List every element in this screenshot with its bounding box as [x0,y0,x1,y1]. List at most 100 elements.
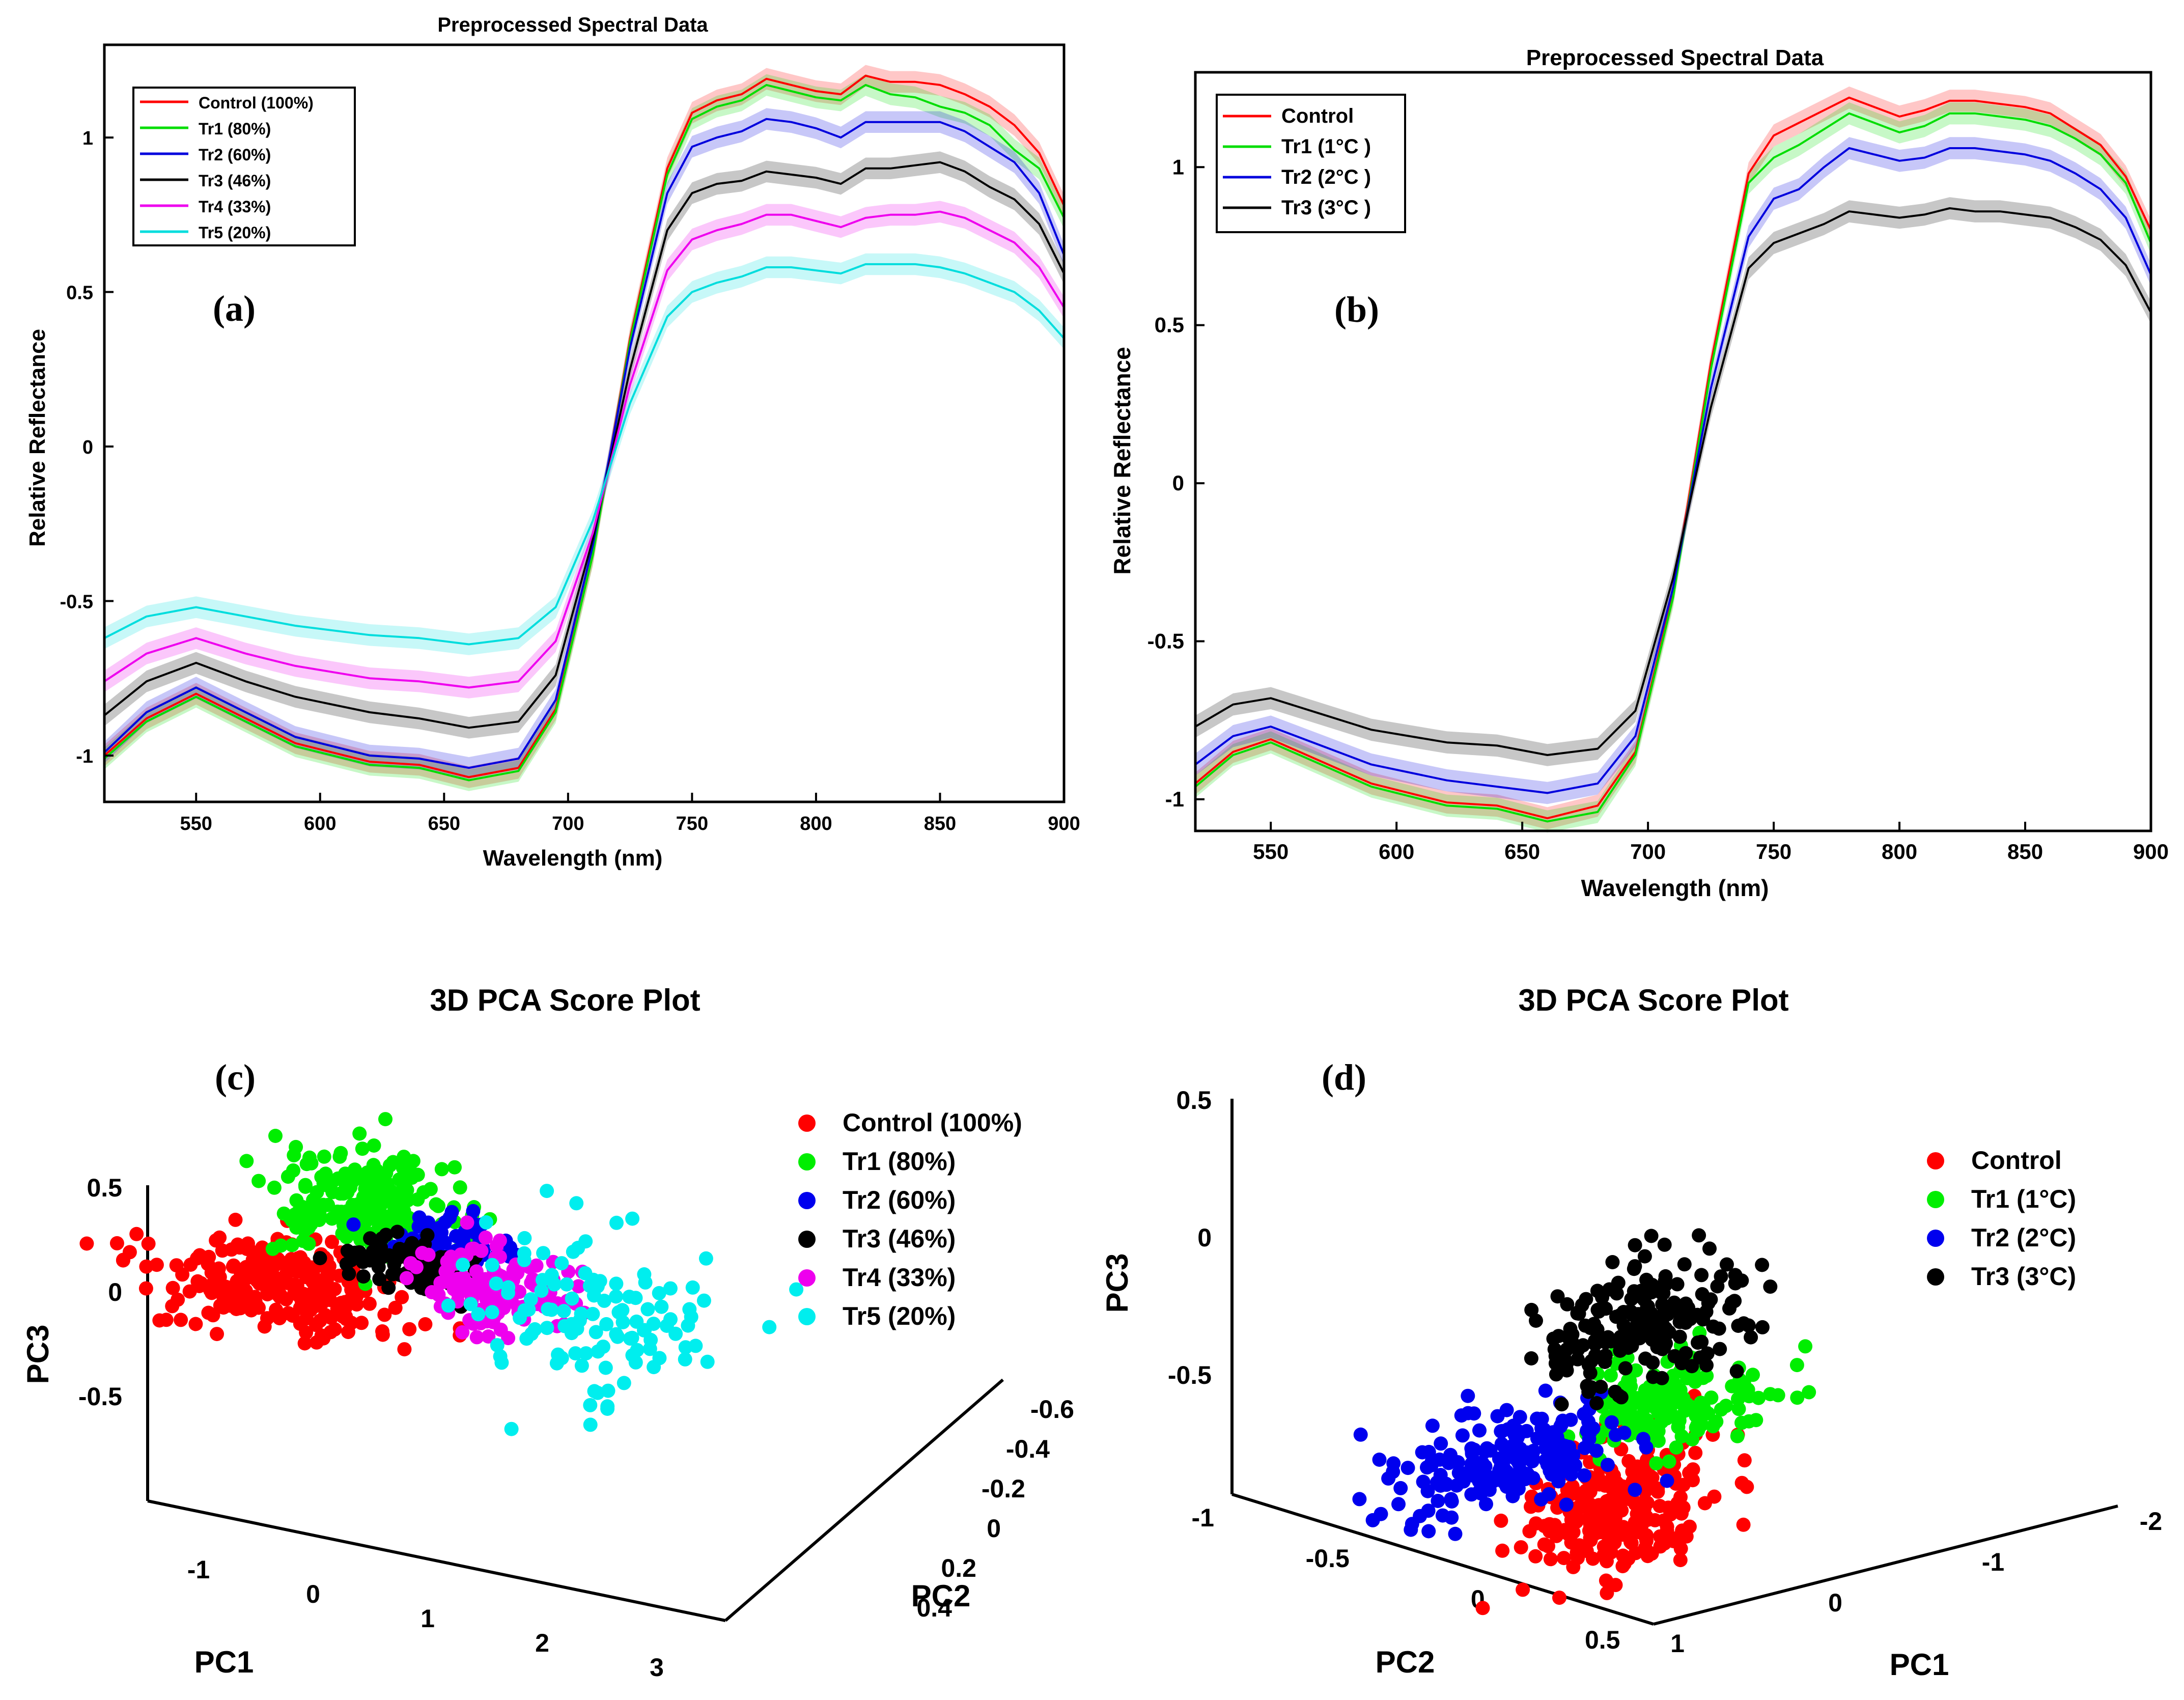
pb-xtick-label: 600 [1379,840,1414,863]
pd-point-2 [1386,1456,1401,1471]
pd-point-1 [1688,1374,1702,1389]
pd-point-3 [1554,1397,1569,1412]
pc-point-5 [685,1280,700,1295]
pd-point-2 [1444,1494,1459,1509]
pc-point-0 [175,1267,190,1282]
pc-point-1 [396,1160,410,1175]
pc-point-2 [411,1219,426,1234]
panel-d-label: (d) [1322,1057,1366,1098]
pc-yticks-label: -0.6 [1030,1395,1074,1424]
pd-point-3 [1694,1268,1709,1283]
pd-point-0 [1640,1512,1655,1527]
pc-point-3 [375,1231,389,1246]
pc-point-5 [504,1422,519,1436]
pc-point-5 [625,1211,640,1226]
pd-point-2 [1479,1497,1493,1512]
pc-point-3 [420,1228,435,1243]
pd-point-3 [1729,1364,1744,1379]
pc-point-3 [344,1253,358,1268]
pd-point-2 [1449,1478,1464,1493]
pd-point-0 [1686,1473,1700,1488]
pd-point-0 [1673,1541,1688,1556]
pd-legend-marker-3 [1927,1268,1944,1286]
panel-b-title: Preprocessed Spectral Data [1526,45,1824,70]
pd-point-1 [1714,1402,1728,1417]
pc-point-5 [541,1302,555,1317]
pd-point-3 [1706,1319,1721,1334]
pb-ytick-label: -0.5 [1147,629,1184,653]
pc-point-5 [762,1320,777,1334]
pc-point-0 [182,1284,197,1299]
pc-point-1 [251,1174,266,1188]
pc-point-1 [239,1154,254,1168]
pa-ytick-label: -1 [76,746,93,767]
pd-point-2 [1507,1447,1522,1462]
pd-point-2 [1461,1406,1475,1420]
pd-point-2 [1539,1433,1554,1447]
pc-point-0 [269,1257,284,1272]
pd-point-2 [1432,1452,1447,1467]
pc-point-0 [323,1325,338,1340]
pc-point-5 [485,1258,499,1272]
pd-point-3 [1744,1330,1758,1345]
pd-point-0 [1514,1540,1528,1555]
pc-point-0 [224,1242,239,1257]
pc-point-0 [139,1259,154,1274]
pd-yticks-label: -1 [1192,1503,1214,1532]
pc-point-5 [637,1323,651,1337]
pc-point-0 [341,1325,355,1340]
pc-point-0 [402,1322,417,1336]
pa-series-line-3 [103,161,1065,729]
pd-yticks-label: -0.5 [1306,1544,1350,1573]
pb-xtick-label: 750 [1756,840,1791,863]
pc-point-5 [696,1293,711,1308]
pd-point-0 [1688,1445,1703,1460]
pc-yticks-label: -0.4 [1006,1435,1050,1463]
pd-point-2 [1404,1522,1418,1537]
pc-point-0 [212,1230,227,1245]
pc-point-5 [654,1299,669,1314]
pc-point-1 [358,1182,373,1196]
pd-point-2 [1401,1461,1415,1475]
pb-band-1 [1195,102,2151,833]
pc-yticks-label: 0.2 [941,1554,976,1582]
pd-zticks-label: 0.5 [1176,1086,1212,1114]
pd-xticks-label: -2 [2140,1507,2162,1536]
pd-point-3 [1550,1289,1565,1304]
pb-legend-label-2: Tr2 (2°C ) [1281,166,1371,188]
panel-b-ylabel: Relative Reflectance [1109,347,1135,574]
pd-point-0 [1616,1548,1631,1563]
pb-legend-label-1: Tr1 (1°C ) [1281,135,1371,158]
panel-d-legend: Control Tr1 (1°C) Tr2 (2°C) Tr3 (3°C) [1927,1146,2076,1291]
pc-point-5 [579,1346,594,1361]
pb-ytick-label: 0 [1172,471,1184,495]
pd-point-3 [1593,1380,1608,1394]
pc-point-0 [388,1300,403,1315]
pc-point-5 [501,1286,515,1300]
pd-point-0 [1604,1518,1619,1532]
pc-point-1 [410,1167,425,1182]
pc-point-5 [586,1288,601,1303]
pc-point-5 [485,1305,499,1320]
pc-legend-marker-3 [798,1231,816,1248]
pd-point-0 [1564,1513,1579,1527]
pd-point-2 [1433,1479,1448,1493]
pc-point-0 [312,1284,327,1299]
pb-xtick-label: 900 [2133,840,2169,863]
pd-point-2 [1448,1526,1463,1541]
pd-point-3 [1560,1297,1575,1312]
pd-point-0 [1599,1573,1613,1588]
pd-point-3 [1524,1302,1539,1317]
pc-point-5 [583,1398,598,1412]
pa-xtick-label: 900 [1048,813,1080,834]
pd-point-3 [1559,1356,1574,1371]
panel-d-title: 3D PCA Score Plot [1518,983,1788,1017]
pc-point-0 [188,1317,203,1331]
pc-point-5 [688,1339,703,1353]
pd-point-2 [1550,1445,1565,1460]
pd-point-2 [1472,1423,1487,1438]
pd-point-2 [1577,1468,1592,1483]
pc-point-1 [447,1160,462,1175]
pc-zticks-label: 0 [108,1278,122,1306]
pc-point-3 [382,1248,397,1263]
